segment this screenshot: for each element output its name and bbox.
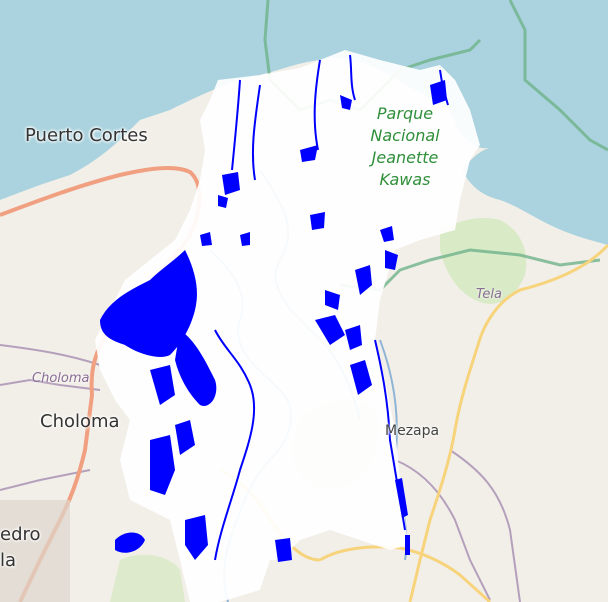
label-park: Parque Nacional Jeanette Kawas: [360, 103, 450, 191]
label-san-pedro-line1: edro: [0, 524, 41, 545]
flood-patch: [340, 95, 352, 110]
flood-patch: [240, 232, 250, 246]
flood-patch: [175, 330, 217, 406]
flood-patch: [150, 435, 175, 495]
flood-patch: [200, 232, 212, 246]
label-san-pedro-line2: la: [0, 550, 17, 571]
flood-patch: [222, 172, 240, 195]
overlay-mask: [95, 50, 480, 602]
flood-patch: [345, 325, 362, 350]
flood-patch: [275, 538, 292, 562]
label-park-line2: Nacional: [370, 126, 440, 145]
label-puerto-cortes: Puerto Cortes: [25, 125, 148, 146]
flood-patch: [150, 365, 175, 405]
label-tela: Tela: [476, 287, 502, 302]
flood-patch: [380, 226, 394, 242]
flood-patch: [310, 212, 325, 230]
label-park-line4: Kawas: [379, 170, 431, 189]
label-park-line1: Parque: [376, 104, 434, 123]
flood-patch: [350, 360, 372, 395]
flood-patch: [405, 535, 410, 555]
flood-patch: [115, 532, 145, 553]
flood-patch: [185, 515, 208, 560]
admin-boundary: [0, 344, 521, 602]
flood-patch: [325, 290, 340, 310]
flood-patch: [385, 250, 398, 270]
flood-patch: [315, 315, 345, 345]
urban-area: [0, 500, 70, 602]
flood-patch: [300, 145, 318, 162]
park-area: [440, 218, 527, 304]
label-choloma: Choloma: [40, 411, 120, 432]
flood-river-lines: [214, 54, 449, 561]
flood-overlay: [100, 80, 447, 562]
label-choloma-municipality: Choloma: [32, 371, 90, 386]
flood-patch: [355, 265, 372, 295]
flood-patch: [175, 420, 195, 455]
flood-patch-main: [100, 250, 197, 357]
label-mezapa: Mezapa: [385, 423, 440, 439]
sea-area: [0, 0, 608, 245]
bay: [0, 135, 140, 214]
forest-area-2: [110, 554, 185, 602]
label-park-line3: Jeanette: [371, 148, 439, 167]
flood-patch: [218, 195, 228, 208]
